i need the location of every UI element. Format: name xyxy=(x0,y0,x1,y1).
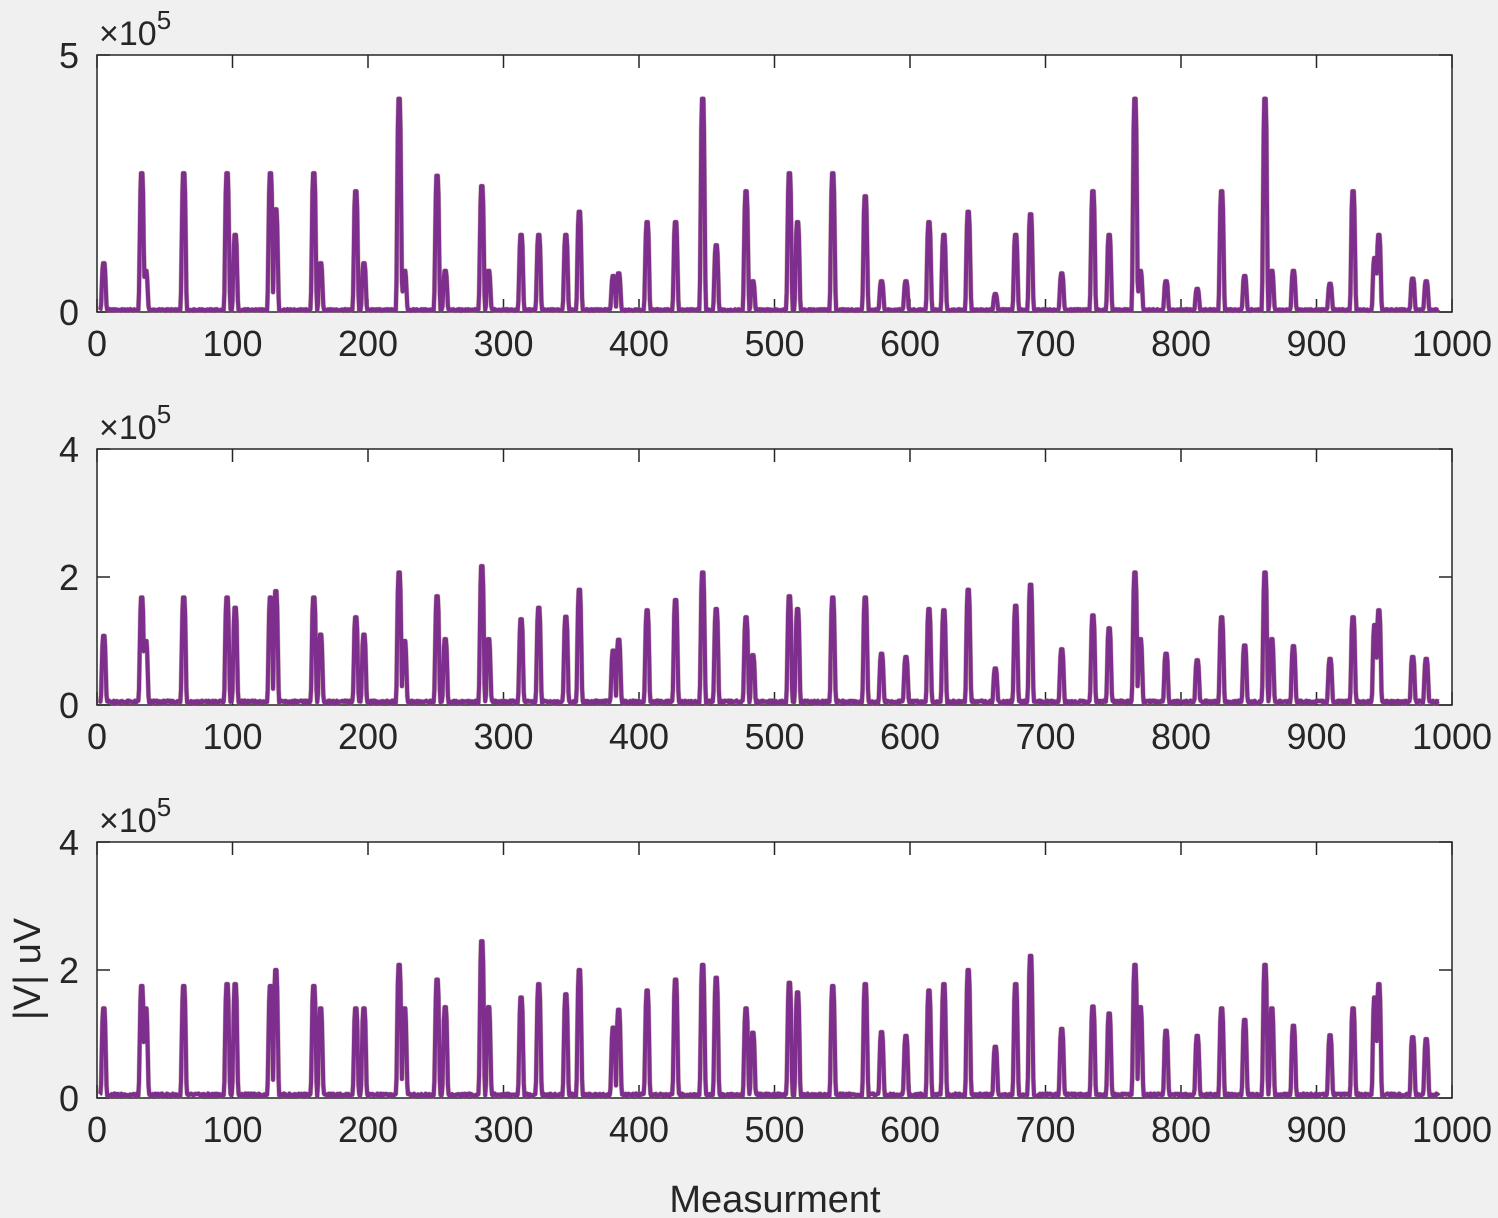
x-tick-label: 1000 xyxy=(1412,323,1492,364)
x-tick-label: 800 xyxy=(1151,716,1211,757)
x-tick-label: 400 xyxy=(609,323,669,364)
x-tick-label: 900 xyxy=(1286,323,1346,364)
x-tick-label: 400 xyxy=(609,716,669,757)
plot-area xyxy=(96,54,1453,313)
x-tick-label: 100 xyxy=(202,1109,262,1150)
x-tick-label: 900 xyxy=(1286,1109,1346,1150)
x-tick-label: 700 xyxy=(1015,716,1075,757)
x-tick-label: 100 xyxy=(202,323,262,364)
y-tick-label: 2 xyxy=(59,950,79,991)
exponent-power: 5 xyxy=(157,399,171,429)
x-tick-label: 0 xyxy=(87,1109,107,1150)
x-tick-label: 500 xyxy=(744,1109,804,1150)
subplot-bottom: 0 100 200 300 400 500 600 700 800 900 1000 0 2 4 ×105 xyxy=(59,792,1492,1150)
y-exponent-label: ×105 xyxy=(99,5,171,53)
subplot-middle: 0 100 200 300 400 500 600 700 800 900 1000 0 2 4 ×105 xyxy=(59,399,1492,757)
x-tick-label: 200 xyxy=(338,323,398,364)
y-axis-label: |V| uV xyxy=(7,917,49,1020)
x-tick-label: 0 xyxy=(87,323,107,364)
exponent-power: 5 xyxy=(157,5,171,35)
y-exponent-label: ×105 xyxy=(99,792,171,840)
exponent-base: ×10 xyxy=(99,15,157,53)
x-tick-label: 1000 xyxy=(1412,716,1492,757)
x-tick-label: 300 xyxy=(473,716,533,757)
x-tick-label: 600 xyxy=(880,323,940,364)
x-tick-label: 600 xyxy=(880,1109,940,1150)
x-tick-label: 300 xyxy=(473,323,533,364)
x-tick-label: 0 xyxy=(87,716,107,757)
x-tick-label: 800 xyxy=(1151,1109,1211,1150)
y-tick-label: 0 xyxy=(59,1078,79,1119)
series-line xyxy=(98,96,1441,313)
exponent-base: ×10 xyxy=(99,802,157,840)
y-tick-label: 4 xyxy=(59,429,79,470)
x-tick-label: 600 xyxy=(880,716,940,757)
series-line xyxy=(98,939,1441,1099)
x-tick-label: 1000 xyxy=(1412,1109,1492,1150)
y-exponent-label: ×105 xyxy=(99,399,171,447)
x-tick-label: 500 xyxy=(744,716,804,757)
x-tick-label: 300 xyxy=(473,1109,533,1150)
x-tick-label: 700 xyxy=(1015,1109,1075,1150)
x-tick-label: 800 xyxy=(1151,323,1211,364)
x-tick-label: 900 xyxy=(1286,716,1346,757)
y-tick-label: 4 xyxy=(59,822,79,863)
x-tick-label: 400 xyxy=(609,1109,669,1150)
x-tick-label: 200 xyxy=(338,716,398,757)
x-tick-label: 500 xyxy=(744,323,804,364)
x-tick-label: 200 xyxy=(338,1109,398,1150)
y-tick-label: 0 xyxy=(59,685,79,726)
x-tick-label: 100 xyxy=(202,716,262,757)
exponent-power: 5 xyxy=(157,792,171,822)
x-axis-label: Measurment xyxy=(669,1179,881,1218)
x-tick-label: 700 xyxy=(1015,323,1075,364)
y-tick-label: 2 xyxy=(59,557,79,598)
y-tick-label: 5 xyxy=(59,35,79,76)
exponent-base: ×10 xyxy=(99,409,157,447)
series-line xyxy=(98,564,1440,706)
y-tick-label: 0 xyxy=(59,292,79,333)
